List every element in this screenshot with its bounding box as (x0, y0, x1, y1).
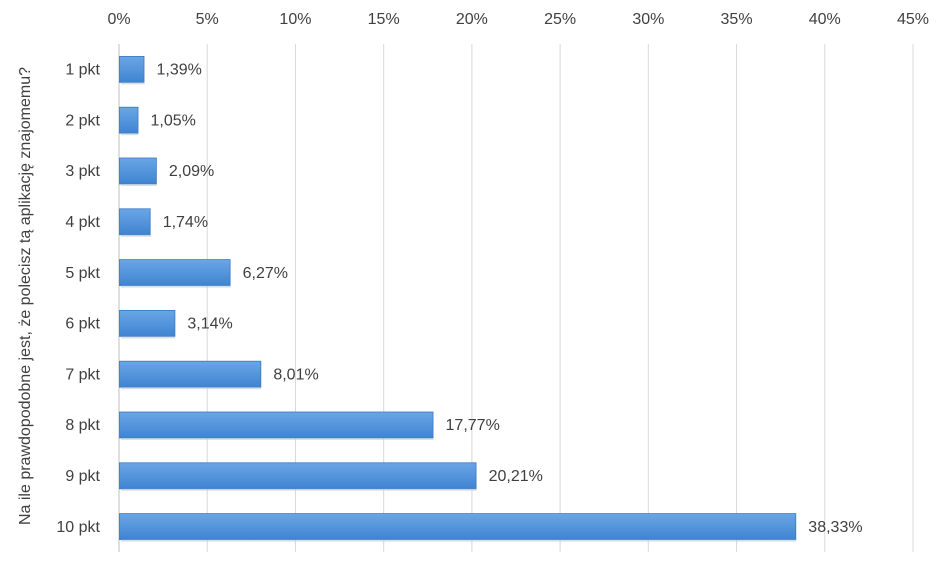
labels: 0% 5% 10% 15% 20% 25% 30% 35% 40% 45% 1 pkt 1,39% 2 … (56, 11, 929, 536)
x-tick-label: 0% (107, 11, 130, 28)
bar-shadow (121, 184, 157, 186)
x-tick-label: 45% (897, 11, 929, 28)
bar (119, 411, 434, 439)
category-label: 4 pkt (65, 214, 100, 231)
category-label: 1 pkt (65, 62, 100, 79)
x-tick-label: 40% (809, 11, 841, 28)
category-label: 5 pkt (65, 265, 100, 282)
category-label: 9 pkt (65, 468, 100, 485)
x-tick-label: 10% (279, 11, 311, 28)
bar-shadow (121, 234, 151, 237)
y-axis-title: Na ile prawdopodobne jest, że polecisz t… (17, 67, 34, 525)
bars (119, 56, 797, 542)
x-tick-label: 35% (721, 11, 753, 28)
bar (119, 208, 151, 236)
x-tick-label: 15% (368, 11, 400, 28)
data-label: 17,77% (446, 417, 500, 434)
bar (119, 462, 477, 490)
data-label: 1,05% (151, 112, 196, 129)
bar (119, 360, 262, 388)
data-label: 1,74% (163, 214, 208, 231)
category-label: 7 pkt (65, 366, 100, 383)
data-label: 38,33% (808, 519, 862, 536)
bar (119, 157, 157, 185)
category-label: 8 pkt (65, 417, 100, 434)
x-tick-label: 5% (196, 11, 219, 28)
bar-shadow (121, 488, 477, 491)
bar-shadow (121, 82, 145, 85)
x-tick-label: 20% (456, 11, 488, 28)
category-label: 2 pkt (65, 112, 100, 129)
bar (119, 259, 231, 287)
category-label: 10 pkt (56, 519, 100, 536)
data-label: 6,27% (243, 265, 288, 282)
bar (119, 513, 797, 540)
bar-shadow (121, 336, 176, 339)
data-label: 20,21% (489, 468, 543, 485)
x-tick-label: 30% (632, 11, 664, 28)
bar (119, 106, 139, 134)
data-label: 1,39% (157, 62, 202, 79)
data-label: 3,14% (187, 316, 232, 333)
x-tick-label: 25% (544, 11, 576, 28)
grid-lines (206, 44, 914, 552)
data-label: 2,09% (169, 163, 214, 180)
bar (119, 56, 145, 83)
bar-shadow (121, 285, 231, 288)
bar-shadow (121, 387, 262, 390)
bar (119, 309, 176, 337)
data-label: 8,01% (273, 366, 318, 383)
bar-shadow (121, 133, 139, 136)
bar-shadow (121, 539, 797, 542)
category-label: 6 pkt (65, 316, 100, 333)
bar-shadow (121, 438, 434, 440)
category-label: 3 pkt (65, 163, 100, 180)
